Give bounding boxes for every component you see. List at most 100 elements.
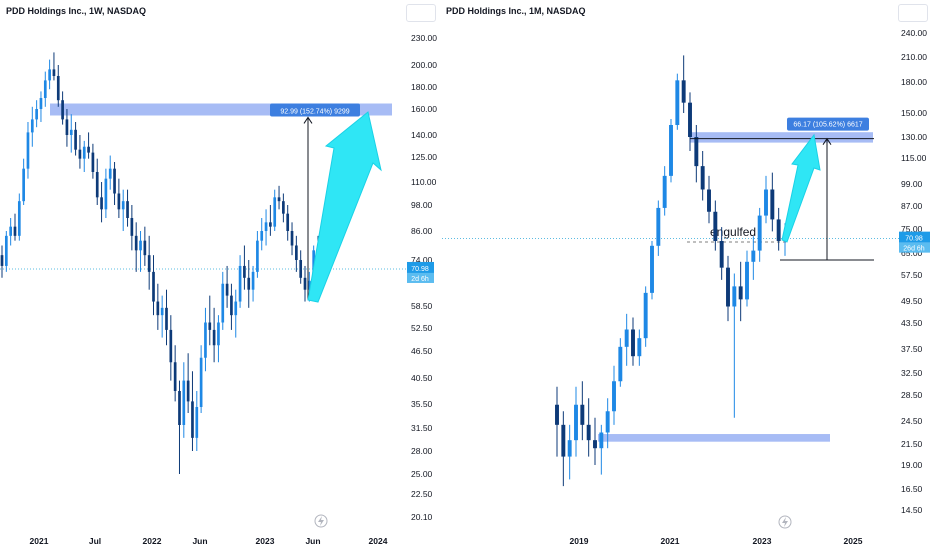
chart-menu-button[interactable] — [898, 4, 928, 22]
candle-body — [4, 235, 8, 266]
y-axis-tick-label: 86.00 — [411, 226, 433, 236]
candle-body — [295, 245, 298, 260]
candle-body — [139, 240, 142, 251]
candle-body — [574, 404, 578, 441]
candle-body — [52, 69, 56, 76]
candle-body — [165, 307, 168, 330]
candle-body — [217, 322, 220, 346]
y-axis-tick-label: 37.50 — [901, 344, 923, 354]
candle-body — [290, 231, 294, 246]
candle-body — [273, 197, 277, 227]
y-axis-tick-label: 65.00 — [901, 248, 923, 258]
y-axis-tick-label: 75.00 — [901, 224, 923, 234]
candle-body — [243, 265, 246, 278]
measure-arrowhead — [822, 137, 832, 145]
candle-body — [618, 346, 623, 382]
candle-body — [726, 267, 730, 307]
measure-label: 66.17 (105.62%) 6617 — [793, 122, 862, 129]
chart-menu-button[interactable] — [406, 4, 436, 22]
candle-body — [95, 172, 99, 198]
candle-body — [264, 222, 268, 231]
lightning-icon[interactable] — [778, 515, 792, 529]
candle-body — [238, 265, 242, 302]
candle-body — [247, 277, 251, 290]
candle-body — [580, 404, 585, 425]
y-axis-tick-label: 180.00 — [411, 82, 437, 92]
candle-body — [700, 166, 705, 190]
candle-body — [0, 255, 4, 266]
candle-body — [152, 271, 155, 302]
y-axis-tick-label: 32.50 — [901, 368, 923, 378]
y-axis-tick-label: 40.50 — [411, 373, 433, 383]
y-axis-tick-label: 74.00 — [411, 255, 433, 265]
y-axis-tick-label: 180.00 — [901, 77, 927, 87]
chart-title: PDD Holdings Inc., 1M, NASDAQ — [446, 6, 586, 16]
candle-body — [113, 168, 116, 194]
candle-body — [39, 98, 43, 109]
y-axis-tick-label: 200.00 — [411, 60, 437, 70]
candle-body — [555, 404, 559, 425]
y-axis-tick-label: 210.00 — [901, 52, 927, 62]
candle-body — [282, 201, 285, 214]
candle-body — [9, 226, 12, 236]
candle-body — [567, 440, 572, 457]
candle-body — [561, 424, 566, 457]
candle-body — [719, 241, 724, 268]
price-badge-label: 70.98 — [411, 266, 429, 273]
measure-label: 92.99 (152.74%) 9299 — [280, 108, 349, 115]
candle-body — [269, 222, 272, 227]
y-axis-tick-label: 87.00 — [901, 201, 923, 211]
lightning-icon[interactable] — [314, 514, 328, 528]
candle-body — [694, 137, 699, 167]
candle-body — [624, 329, 629, 347]
candle-body — [35, 109, 38, 120]
y-axis-tick-label: 57.50 — [901, 270, 923, 280]
y-axis-tick-label: 31.50 — [411, 423, 433, 433]
y-axis-tick-label: 19.00 — [901, 460, 923, 470]
y-axis-tick-label: 16.50 — [901, 484, 923, 494]
candle-body — [43, 80, 47, 98]
candle-body — [776, 219, 781, 241]
y-axis-tick-label: 43.50 — [901, 318, 923, 328]
candle-body — [126, 201, 129, 218]
candle-body — [178, 391, 181, 425]
candle-body — [643, 292, 648, 339]
candle-body — [599, 432, 604, 449]
candle-body — [69, 129, 73, 135]
y-axis-tick-label: 14.50 — [901, 505, 923, 515]
candle-body — [593, 440, 597, 449]
y-axis-tick-label: 98.00 — [411, 200, 433, 210]
y-axis-tick-label: 125.00 — [411, 152, 437, 162]
candle-body — [191, 401, 194, 438]
monthly-chart-canvas[interactable]: 240.00 210.00 180.00 150.00 130.00 115.00 99.0… — [442, 0, 932, 550]
lightning-icon-bolt — [782, 517, 788, 527]
candle-body — [277, 197, 281, 202]
candle-body — [186, 380, 190, 402]
candle-body — [669, 125, 673, 176]
x-axis-tick-label: 2024 — [369, 536, 388, 546]
candle-body — [225, 283, 229, 296]
candle-body — [82, 146, 86, 159]
projection-arrow — [781, 133, 821, 243]
countdown-badge — [899, 242, 930, 253]
candle-body — [56, 76, 60, 101]
y-axis-tick-label: 49.50 — [901, 296, 923, 306]
y-axis-tick-label: 25.00 — [411, 469, 433, 479]
candle-body — [91, 152, 95, 172]
price-badge — [407, 261, 434, 273]
candle-body — [764, 189, 768, 216]
weekly-chart-canvas[interactable]: 230.00 200.00 180.00 160.00 140.00 125.00 110.… — [0, 0, 442, 550]
candle-body — [656, 207, 661, 246]
y-axis-tick-label: 52.50 — [411, 323, 433, 333]
candle-body — [78, 149, 82, 159]
y-axis-tick-label: 28.00 — [411, 446, 433, 456]
y-axis-tick-label: 58.50 — [411, 301, 433, 311]
chart-title: PDD Holdings Inc., 1W, NASDAQ — [6, 6, 147, 16]
candle-body — [26, 132, 30, 169]
measure-label-box — [787, 117, 869, 131]
candle-body — [303, 277, 307, 290]
candle-body — [662, 175, 667, 208]
y-axis-tick-label: 110.00 — [411, 177, 437, 187]
countdown-badge — [407, 272, 434, 283]
y-axis-tick-label: 21.50 — [901, 439, 923, 449]
